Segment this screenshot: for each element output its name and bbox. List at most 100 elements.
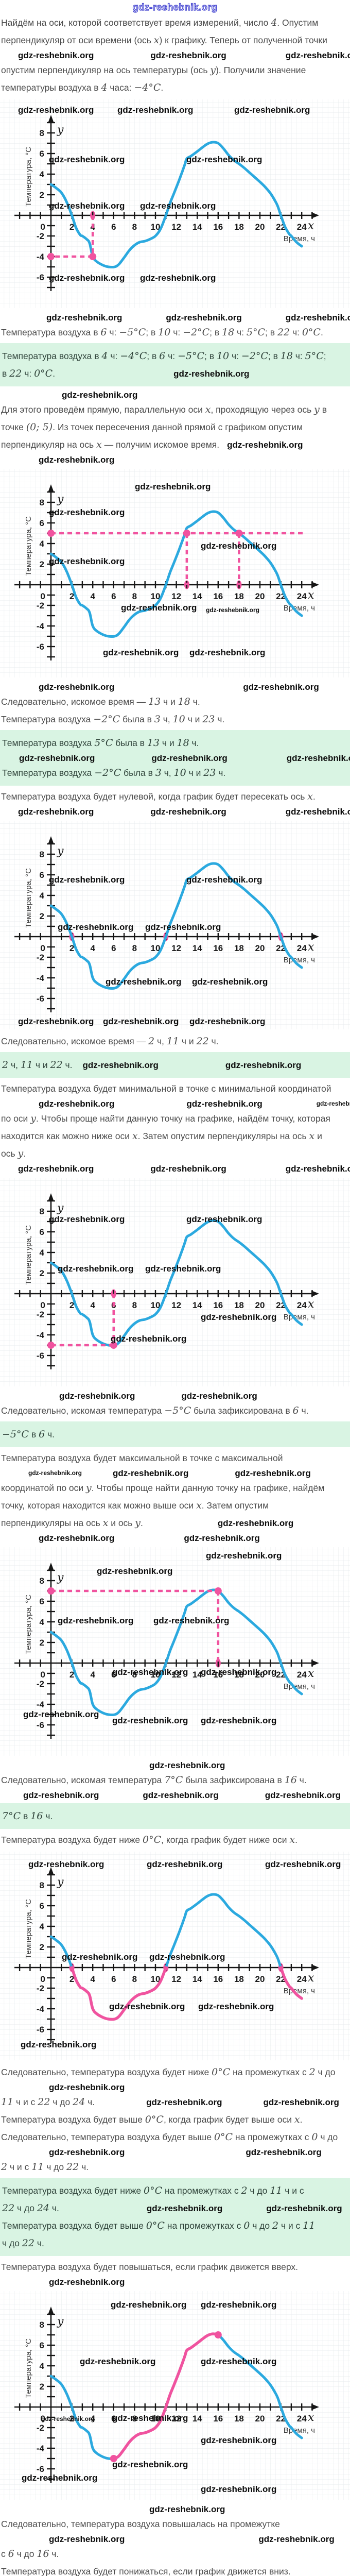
- text-segment: 2 ч, 11 ч и 22 ч.: [2, 1059, 73, 1071]
- svg-text:16: 16: [213, 591, 223, 601]
- svg-text:6: 6: [40, 1227, 44, 1237]
- svg-text:-6: -6: [37, 642, 44, 652]
- watermark-text: gdz-reshebnik.org: [266, 2203, 342, 2213]
- svg-text:24: 24: [297, 943, 307, 953]
- svg-text:18: 18: [234, 943, 244, 953]
- svg-text:gdz-reshebnik.org: gdz-reshebnik.org: [112, 2413, 188, 2423]
- text-segment: 22 ч до 24 ч.: [2, 2202, 59, 2214]
- svg-text:gdz-reshebnik.org: gdz-reshebnik.org: [18, 1016, 94, 1026]
- svg-text:Время, ч: Время, ч: [284, 1313, 315, 1321]
- svg-text:8: 8: [40, 2320, 44, 2330]
- svg-text:10: 10: [151, 222, 161, 232]
- svg-text:2: 2: [69, 1300, 74, 1310]
- svg-text:gdz-reshebnik.org: gdz-reshebnik.org: [49, 875, 125, 885]
- svg-text:gdz-reshebnik.org: gdz-reshebnik.org: [186, 1214, 262, 1224]
- svg-text:gdz-reshebnik.org: gdz-reshebnik.org: [97, 1566, 172, 1576]
- text-line: перпендикуляр на ось x — получим искомое…: [0, 436, 350, 453]
- svg-text:-4: -4: [37, 2444, 45, 2453]
- svg-text:12: 12: [171, 1300, 181, 1310]
- watermark-text: gdz-reshebnik.org: [285, 806, 350, 817]
- watermark-row: gdz-reshebnik.org gdz-reshebnik.org gdz-…: [0, 1789, 350, 1801]
- svg-text:y: y: [57, 1571, 64, 1584]
- svg-text:-6: -6: [37, 1351, 44, 1361]
- temperature-graph-line-at-5deg: 2 4 6 8 10 12 14 16 18 20 22 248642-2-4-60yxВремя, …: [0, 469, 350, 677]
- svg-text:-4: -4: [37, 1330, 45, 1340]
- svg-text:gdz-reshebnik.org: gdz-reshebnik.org: [234, 105, 310, 115]
- svg-text:gdz-reshebnik.org: gdz-reshebnik.org: [58, 1616, 133, 1625]
- text-line: Для этого проведём прямую, параллельную …: [1, 404, 327, 415]
- highlight-line: 2 ч, 11 ч и 22 ч. gdz-reshebnik.org gdz-…: [1, 1056, 350, 1074]
- svg-text:16: 16: [213, 1300, 223, 1310]
- svg-text:12: 12: [171, 222, 181, 232]
- watermark-text: gdz-reshebnik.org: [150, 806, 226, 817]
- svg-text:gdz-reshebnik.org: gdz-reshebnik.org: [201, 1312, 276, 1322]
- svg-text:gdz-reshebnik.org: gdz-reshebnik.org: [189, 1016, 265, 1026]
- highlight-answer-block: Температура воздуха 5°C была в 13 ч и 18…: [0, 730, 350, 786]
- svg-text:y: y: [57, 1876, 64, 1889]
- svg-text:x: x: [308, 589, 314, 602]
- text-line: Температура воздуха будет ниже 0°C, когд…: [1, 1834, 297, 1845]
- svg-text:16: 16: [213, 2414, 223, 2424]
- svg-text:gdz-reshebnik.org: gdz-reshebnik.org: [201, 1667, 276, 1677]
- svg-text:20: 20: [255, 1670, 265, 1680]
- svg-text:24: 24: [297, 1974, 307, 1984]
- svg-text:4: 4: [90, 943, 95, 953]
- watermark-text: gdz-reshebnik.org: [243, 682, 319, 692]
- highlight-line: 7°C в 16 ч.: [2, 1810, 53, 1822]
- svg-text:6: 6: [111, 591, 116, 601]
- svg-text:gdz-reshebnik.org: gdz-reshebnik.org: [58, 1264, 133, 1274]
- watermark-row: gdz-reshebnik.org gdz-reshebnik.org gdz-…: [0, 1467, 350, 1479]
- watermark-row: gdz-reshebnik.org: [0, 2081, 350, 2093]
- svg-text:y: y: [57, 2315, 64, 2328]
- watermark-row: gdz-reshebnik.org: [0, 388, 350, 401]
- svg-text:gdz-reshebnik.org: gdz-reshebnik.org: [21, 2040, 96, 2049]
- svg-text:12: 12: [171, 1974, 181, 1984]
- svg-text:gdz-reshebnik.org: gdz-reshebnik.org: [145, 1264, 221, 1274]
- svg-text:-2: -2: [37, 1310, 44, 1319]
- watermark-text: gdz-reshebnik.org: [39, 454, 115, 465]
- svg-text:Время, ч: Время, ч: [284, 234, 315, 243]
- svg-text:8: 8: [40, 1880, 44, 1890]
- svg-text:Время, ч: Время, ч: [284, 956, 315, 964]
- svg-text:18: 18: [234, 591, 244, 601]
- svg-text:8: 8: [132, 1300, 137, 1310]
- text-line: точке (0; 5). Из точек пересечения данно…: [1, 421, 303, 433]
- svg-text:gdz-reshebnik.org: gdz-reshebnik.org: [121, 603, 197, 613]
- highlight-line: ч до 22 ч.: [2, 2238, 44, 2249]
- watermark-text: gdz-reshebnik.org: [46, 312, 122, 323]
- svg-text:18: 18: [234, 2414, 244, 2424]
- svg-text:gdz-reshebnik.org: gdz-reshebnik.org: [206, 1551, 282, 1561]
- highlight-line: Температура воздуха −2°C была в 3 ч, 10 …: [2, 767, 226, 778]
- watermark-text: gdz-reshebnik.org: [227, 439, 303, 450]
- svg-text:y: y: [57, 845, 64, 858]
- watermark-text: gdz-reshebnik.org: [149, 2504, 225, 2514]
- svg-text:4: 4: [40, 1248, 45, 1258]
- svg-text:gdz-reshebnik.org: gdz-reshebnik.org: [103, 648, 179, 657]
- svg-text:2: 2: [40, 911, 44, 921]
- watermark-row: gdz-reshebnik.org gdz-reshebnik.org: [0, 1389, 350, 1402]
- svg-text:20: 20: [255, 1974, 265, 1984]
- svg-text:gdz-reshebnik.org: gdz-reshebnik.org: [201, 541, 276, 551]
- watermark-text: gdz-reshebnik.org: [113, 1468, 189, 1478]
- svg-text:0: 0: [41, 943, 45, 953]
- svg-text:20: 20: [255, 2414, 265, 2424]
- temperature-graph-minimum-point: 246810121416182022248642-2-4-60yxВремя, …: [0, 1178, 350, 1386]
- svg-text:18: 18: [234, 1670, 244, 1680]
- svg-text:6: 6: [40, 2341, 44, 2350]
- svg-text:-6: -6: [37, 2464, 44, 2474]
- watermark-text: gdz-reshebnik.org: [285, 50, 350, 60]
- svg-text:gdz-reshebnik.org: gdz-reshebnik.org: [49, 556, 125, 566]
- svg-text:x: x: [308, 219, 314, 232]
- svg-text:20: 20: [255, 222, 265, 232]
- svg-text:4: 4: [90, 1670, 95, 1680]
- text-line: Найдём на оси, которой соответствует вре…: [1, 17, 319, 28]
- svg-text:-6: -6: [37, 994, 44, 1004]
- svg-text:gdz-reshebnik.org: gdz-reshebnik.org: [23, 1709, 99, 1719]
- text-line: Следовательно, температура воздуха будет…: [1, 2066, 336, 2078]
- svg-text:2: 2: [69, 2414, 74, 2424]
- highlight-answer-block: Температура воздуха будет ниже 0°C на пр…: [0, 2178, 350, 2256]
- svg-text:x: x: [308, 1667, 314, 1680]
- watermark-text: gdz-reshebnik.org: [285, 1163, 350, 1174]
- svg-text:24: 24: [297, 222, 307, 232]
- svg-text:14: 14: [192, 591, 202, 601]
